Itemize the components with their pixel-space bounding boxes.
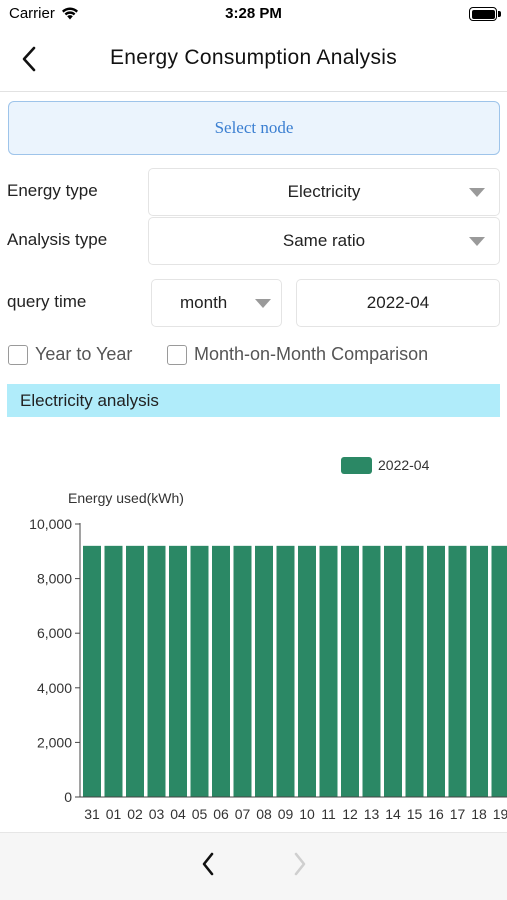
chart-bar xyxy=(362,545,381,797)
period-value: month xyxy=(180,293,228,312)
bar-chart: 2022-04 Energy used(kWh) 0 2,000 4,000 6,00… xyxy=(29,457,507,822)
x-tick-label: 14 xyxy=(385,806,401,822)
chart-bar xyxy=(147,545,166,797)
year-to-year-label: Year to Year xyxy=(35,344,133,364)
y-axis-title: Energy used(kWh) xyxy=(68,490,184,506)
x-tick-label: 15 xyxy=(407,806,423,822)
page-title: Energy Consumption Analysis xyxy=(109,46,398,69)
chevron-left-icon xyxy=(202,852,214,876)
chart-bar xyxy=(448,545,467,797)
legend-swatch xyxy=(341,457,372,474)
chart-bar xyxy=(427,545,445,797)
x-tick-label: 06 xyxy=(213,806,229,822)
chevron-right-icon xyxy=(294,852,306,876)
x-tick-label: 02 xyxy=(127,806,143,822)
section-header: Electricity analysis xyxy=(7,384,500,417)
battery-icon xyxy=(469,7,497,21)
chart-bar xyxy=(233,545,252,797)
y-tick-label: 8,000 xyxy=(37,571,72,587)
x-tick-label: 03 xyxy=(149,806,165,822)
chart-bar xyxy=(298,545,316,797)
browser-forward-button xyxy=(288,849,312,879)
bottom-toolbar xyxy=(0,832,507,900)
chart-bar xyxy=(491,545,507,797)
year-to-year-option[interactable]: Year to Year xyxy=(8,344,132,365)
x-tick-label: 05 xyxy=(192,806,208,822)
x-tick-label: 01 xyxy=(106,806,122,822)
chart-bar xyxy=(126,545,144,797)
y-tick-label: 2,000 xyxy=(37,734,72,750)
back-button[interactable] xyxy=(14,44,44,74)
year-to-year-checkbox[interactable] xyxy=(8,344,28,365)
x-tick-label: 16 xyxy=(428,806,444,822)
status-time: 3:28 PM xyxy=(225,5,282,22)
x-tick-label: 11 xyxy=(321,806,336,822)
legend-label: 2022-04 xyxy=(378,457,430,473)
month-on-month-checkbox[interactable] xyxy=(167,344,187,365)
x-tick-label: 12 xyxy=(342,806,358,822)
query-time-label: query time xyxy=(7,292,87,311)
chart-bar xyxy=(255,545,273,797)
period-dropdown[interactable]: month xyxy=(151,279,282,327)
energy-type-label: Energy type xyxy=(7,181,98,200)
energy-type-value: Electricity xyxy=(287,182,361,201)
x-tick-label: 09 xyxy=(278,806,294,822)
x-tick-label: 07 xyxy=(235,806,251,822)
caret-down-icon xyxy=(469,188,485,197)
select-node-button[interactable]: Select node xyxy=(8,101,500,155)
x-tick-label: 10 xyxy=(299,806,315,822)
chart-bar xyxy=(341,545,359,797)
chevron-left-icon xyxy=(22,46,36,72)
x-tick-label: 18 xyxy=(471,806,487,822)
energy-type-dropdown[interactable]: Electricity xyxy=(148,168,500,216)
x-tick-label: 19 xyxy=(493,806,507,822)
analysis-type-value: Same ratio xyxy=(282,231,366,250)
carrier-label: Carrier xyxy=(9,5,55,22)
chart-bar xyxy=(212,545,230,797)
month-on-month-option[interactable]: Month-on-Month Comparison xyxy=(167,344,428,365)
caret-down-icon xyxy=(469,237,485,246)
date-picker-field[interactable]: 2022-04 xyxy=(296,279,500,327)
chart-bar xyxy=(276,545,295,797)
chart-bar xyxy=(169,545,187,797)
wifi-icon xyxy=(61,7,78,20)
analysis-type-label: Analysis type xyxy=(7,230,108,249)
y-tick-label: 6,000 xyxy=(37,625,72,641)
x-tick-label: 17 xyxy=(450,806,466,822)
electricity-chart: 2022-04 Energy used(kWh) 0 2,000 4,000 6,00… xyxy=(0,440,507,832)
chart-bar xyxy=(384,545,402,797)
chart-bar xyxy=(405,545,424,797)
chart-bar xyxy=(83,545,101,797)
date-value: 2022-04 xyxy=(366,293,430,312)
chart-bar xyxy=(470,545,488,797)
chart-legend: 2022-04 xyxy=(341,457,430,474)
x-tick-label: 08 xyxy=(256,806,272,822)
nav-bar: Energy Consumption Analysis xyxy=(0,30,507,92)
x-tick-label: 13 xyxy=(364,806,380,822)
chart-bar xyxy=(104,545,123,797)
y-tick-label: 0 xyxy=(64,789,72,805)
status-bar: Carrier 3:28 PM xyxy=(0,0,507,28)
carrier-indicator: Carrier xyxy=(9,5,79,22)
section-title: Electricity analysis xyxy=(20,390,159,410)
browser-back-button[interactable] xyxy=(196,849,220,879)
battery-tip xyxy=(498,11,501,17)
y-tick-label: 4,000 xyxy=(37,680,72,696)
y-axis: 0 2,000 4,000 6,000 8,000 10,000 xyxy=(29,516,81,805)
analysis-type-dropdown[interactable]: Same ratio xyxy=(148,217,500,265)
y-tick-label: 10,000 xyxy=(29,516,72,532)
chart-bar xyxy=(319,545,338,797)
x-axis: 31 01 02 03 04 05 06 07 08 09 10 11 12 13 14 15 16 17 18 19 xyxy=(80,796,507,822)
month-on-month-label: Month-on-Month Comparison xyxy=(194,344,429,364)
x-tick-label: 31 xyxy=(84,806,100,822)
chart-bar xyxy=(190,545,209,797)
chart-bars xyxy=(83,545,507,797)
x-tick-label: 04 xyxy=(170,806,186,822)
caret-down-icon xyxy=(255,299,271,308)
